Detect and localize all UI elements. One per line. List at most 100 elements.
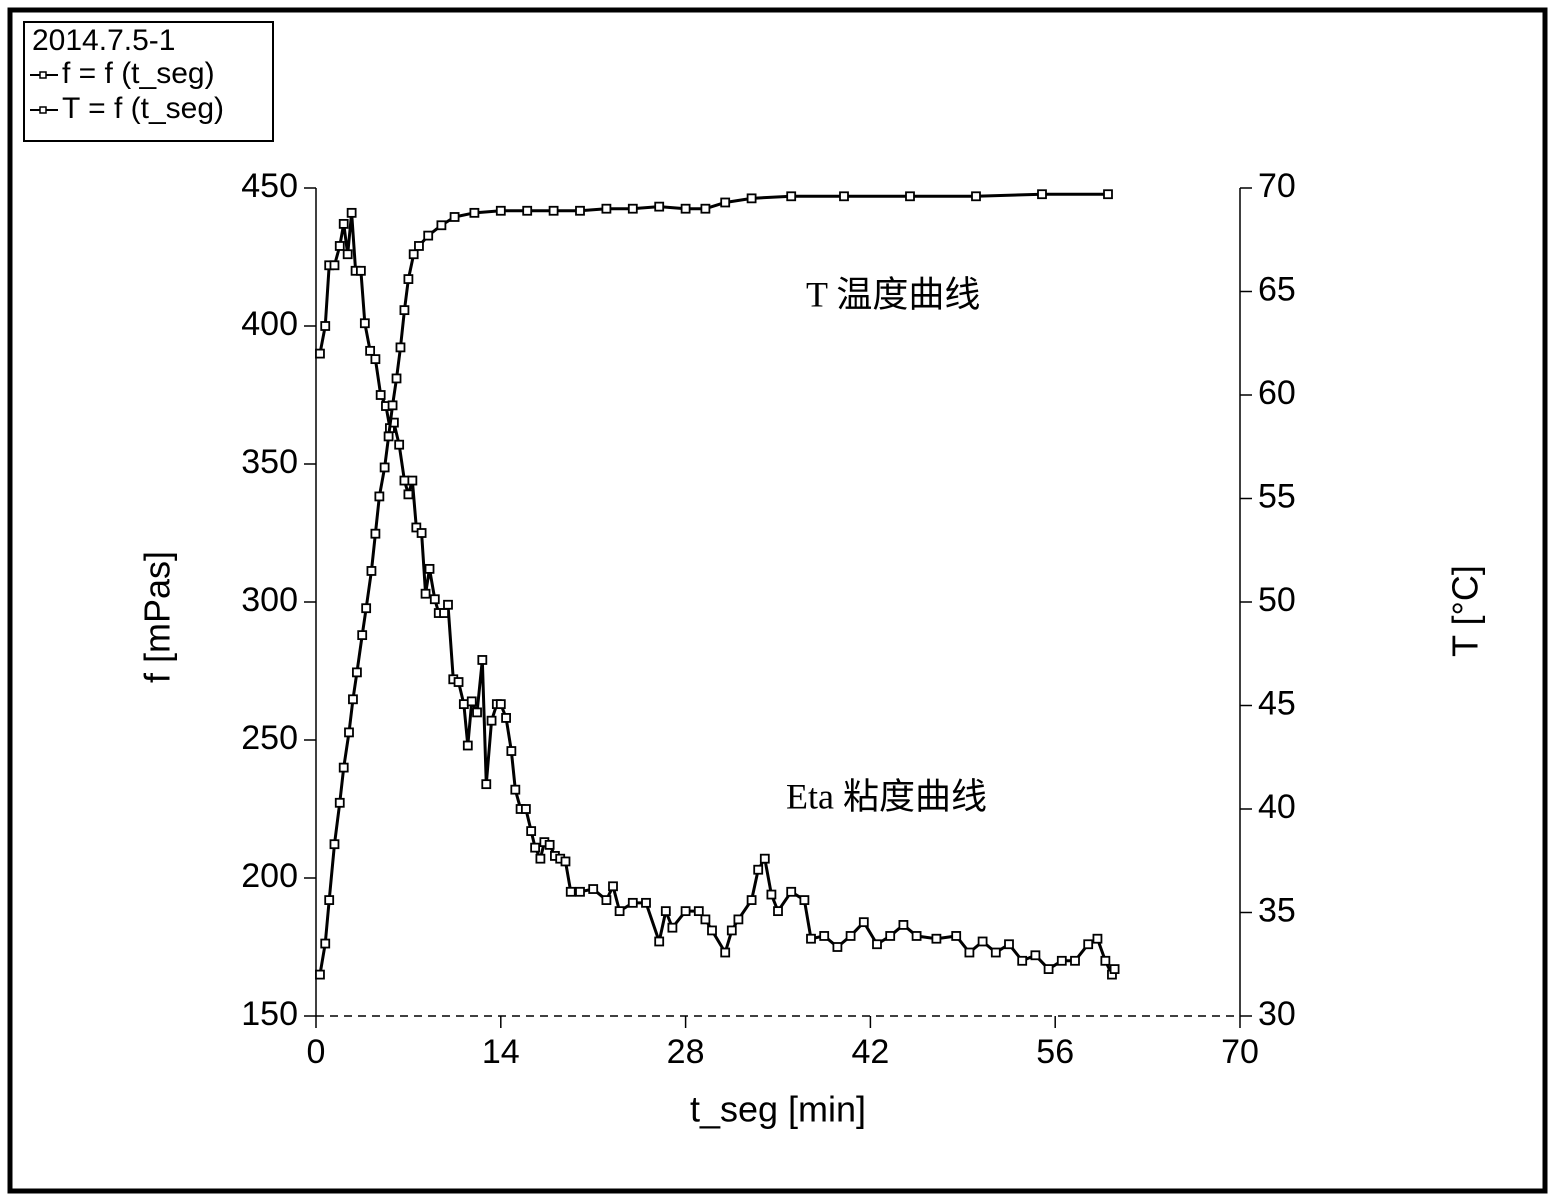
- point-marker: [414, 241, 424, 251]
- point-marker: [733, 914, 744, 925]
- point-marker: [746, 895, 757, 905]
- point-marker: [911, 931, 922, 941]
- point-marker: [759, 853, 770, 864]
- point-marker: [898, 920, 909, 930]
- point-marker: [832, 942, 843, 952]
- point-marker: [399, 475, 410, 486]
- point-marker: [348, 694, 358, 705]
- annotation: Eta 粘度曲线: [786, 776, 987, 816]
- point-marker: [885, 931, 896, 941]
- point-marker: [766, 889, 777, 900]
- y2-tick-label: 60: [1258, 374, 1296, 412]
- point-marker: [588, 884, 599, 894]
- point-marker: [526, 826, 537, 836]
- point-marker: [375, 390, 386, 400]
- y-tick-label: 400: [241, 305, 298, 343]
- point-marker: [522, 205, 533, 216]
- point-marker: [977, 936, 988, 947]
- point-marker: [700, 914, 711, 925]
- point-marker: [495, 699, 506, 710]
- point-marker: [1100, 955, 1111, 966]
- point-marker: [1103, 189, 1113, 200]
- point-marker: [352, 667, 362, 678]
- legend-title: 2014.7.5-1: [32, 24, 175, 57]
- point-marker: [693, 906, 704, 917]
- point-marker: [1092, 933, 1103, 944]
- point-marker: [746, 193, 757, 204]
- point-marker: [395, 342, 406, 353]
- point-marker: [449, 212, 460, 222]
- legend-marker: [39, 71, 47, 79]
- point-marker: [391, 373, 402, 384]
- y-tick-label: 200: [241, 857, 298, 895]
- y2-axis-title: T [°C]: [1445, 565, 1486, 657]
- point-marker: [439, 608, 449, 618]
- point-marker: [680, 203, 691, 214]
- legend-box: [23, 21, 274, 142]
- point-marker: [819, 931, 830, 941]
- x-tick-label: 42: [851, 1033, 889, 1071]
- y-axis-title: f [mPas]: [137, 551, 178, 683]
- point-marker: [964, 947, 975, 958]
- y-tick-label: 150: [241, 995, 298, 1033]
- point-marker: [506, 746, 517, 756]
- point-marker: [839, 191, 849, 202]
- point-marker: [365, 345, 376, 356]
- point-marker: [667, 922, 678, 933]
- x-tick-label: 14: [482, 1033, 520, 1071]
- point-marker: [320, 321, 331, 331]
- point-marker: [1017, 955, 1028, 966]
- point-marker: [329, 260, 340, 271]
- point-marker: [383, 431, 394, 442]
- point-marker: [575, 886, 585, 897]
- point-marker: [608, 881, 618, 892]
- y2-tick-label: 65: [1258, 270, 1296, 308]
- point-marker: [627, 897, 638, 908]
- y2-tick-label: 30: [1258, 995, 1296, 1033]
- x-axis-title: t_seg [min]: [690, 1089, 866, 1130]
- point-marker: [1056, 955, 1067, 966]
- point-marker: [786, 886, 797, 897]
- point-marker: [370, 354, 381, 365]
- point-marker: [1004, 939, 1014, 950]
- point-marker: [361, 603, 372, 614]
- point-marker: [320, 938, 331, 949]
- point-marker: [872, 939, 882, 950]
- point-marker: [654, 201, 665, 212]
- point-marker: [601, 895, 612, 905]
- point-marker: [799, 895, 810, 905]
- point-marker: [443, 599, 453, 610]
- point-marker: [951, 931, 962, 941]
- point-marker: [334, 797, 345, 808]
- point-marker: [971, 191, 981, 202]
- legend-label: T = f (t_seg): [62, 92, 224, 125]
- point-marker: [1043, 964, 1054, 974]
- y-tick-label: 250: [241, 719, 298, 757]
- point-marker: [315, 969, 325, 980]
- x-tick-label: 56: [1036, 1033, 1074, 1071]
- frame: [7, 7, 1548, 1194]
- point-marker: [627, 203, 638, 214]
- point-marker: [565, 886, 576, 897]
- x-tick-label: 0: [307, 1033, 326, 1071]
- point-marker: [379, 462, 390, 473]
- point-marker: [614, 906, 625, 917]
- x-tick-label: 28: [667, 1033, 705, 1071]
- point-marker: [334, 241, 345, 251]
- point-marker: [387, 400, 398, 411]
- point-marker: [680, 906, 691, 917]
- point-marker: [707, 925, 717, 936]
- point-marker: [654, 936, 665, 947]
- point-marker: [601, 203, 612, 214]
- point-marker: [429, 594, 440, 605]
- point-marker: [370, 528, 381, 539]
- point-marker: [990, 947, 1001, 958]
- y2-tick-label: 45: [1258, 684, 1296, 722]
- y2-tick-label: 50: [1258, 581, 1296, 619]
- point-marker: [338, 218, 349, 229]
- point-marker: [416, 528, 427, 538]
- point-marker: [720, 197, 731, 208]
- point-marker: [660, 906, 671, 917]
- point-marker: [481, 779, 492, 790]
